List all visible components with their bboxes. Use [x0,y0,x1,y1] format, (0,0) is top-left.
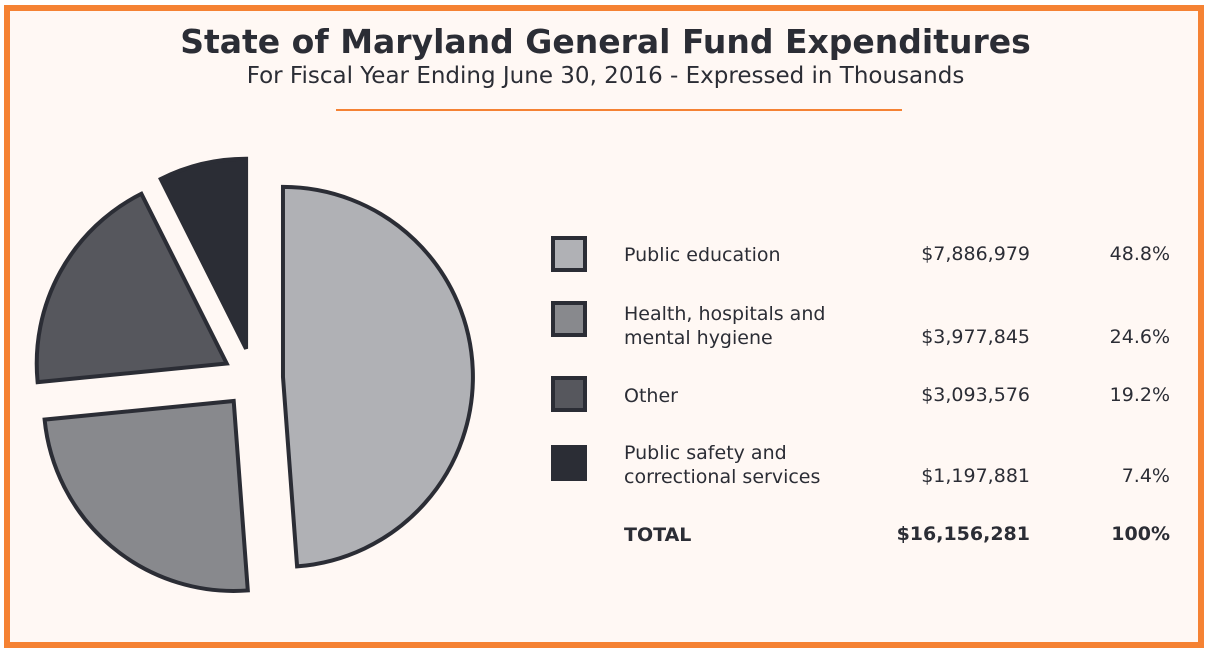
legend-value-other: $3,093,576 [921,384,1030,406]
legend-percent-public-education: 48.8% [1109,243,1170,265]
legend-label-public-safety: Public safety and correctional services [624,442,821,488]
legend-percent-other: 19.2% [1109,384,1170,406]
pie-slice-health [42,398,250,593]
legend-swatch-public-education [551,236,587,272]
pie-slice-public-safety [158,156,249,350]
legend-label-public-education: Public education [624,244,781,266]
total-percent: 100% [1111,523,1170,545]
total-label: TOTAL [624,524,692,546]
pie-slice-public-education [280,184,475,569]
legend-value-public-safety: $1,197,881 [921,465,1030,487]
title-divider [336,109,902,111]
chart-subtitle: For Fiscal Year Ending June 30, 2016 - E… [246,63,965,89]
legend-swatch-public-safety [551,445,587,481]
legend-swatch-other [551,376,587,412]
legend-percent-health: 24.6% [1109,326,1170,348]
legend-value-public-education: $7,886,979 [921,243,1030,265]
legend-value-health: $3,977,845 [921,326,1030,348]
pie-slice-other [34,191,230,385]
legend-label-other: Other [624,385,678,407]
legend-label-health: Health, hospitals and mental hygiene [624,303,826,349]
legend-percent-public-safety: 7.4% [1121,465,1170,487]
total-value: $16,156,281 [896,523,1030,545]
legend-swatch-health [551,301,587,337]
chart-title: State of Maryland General Fund Expenditu… [180,22,1031,61]
